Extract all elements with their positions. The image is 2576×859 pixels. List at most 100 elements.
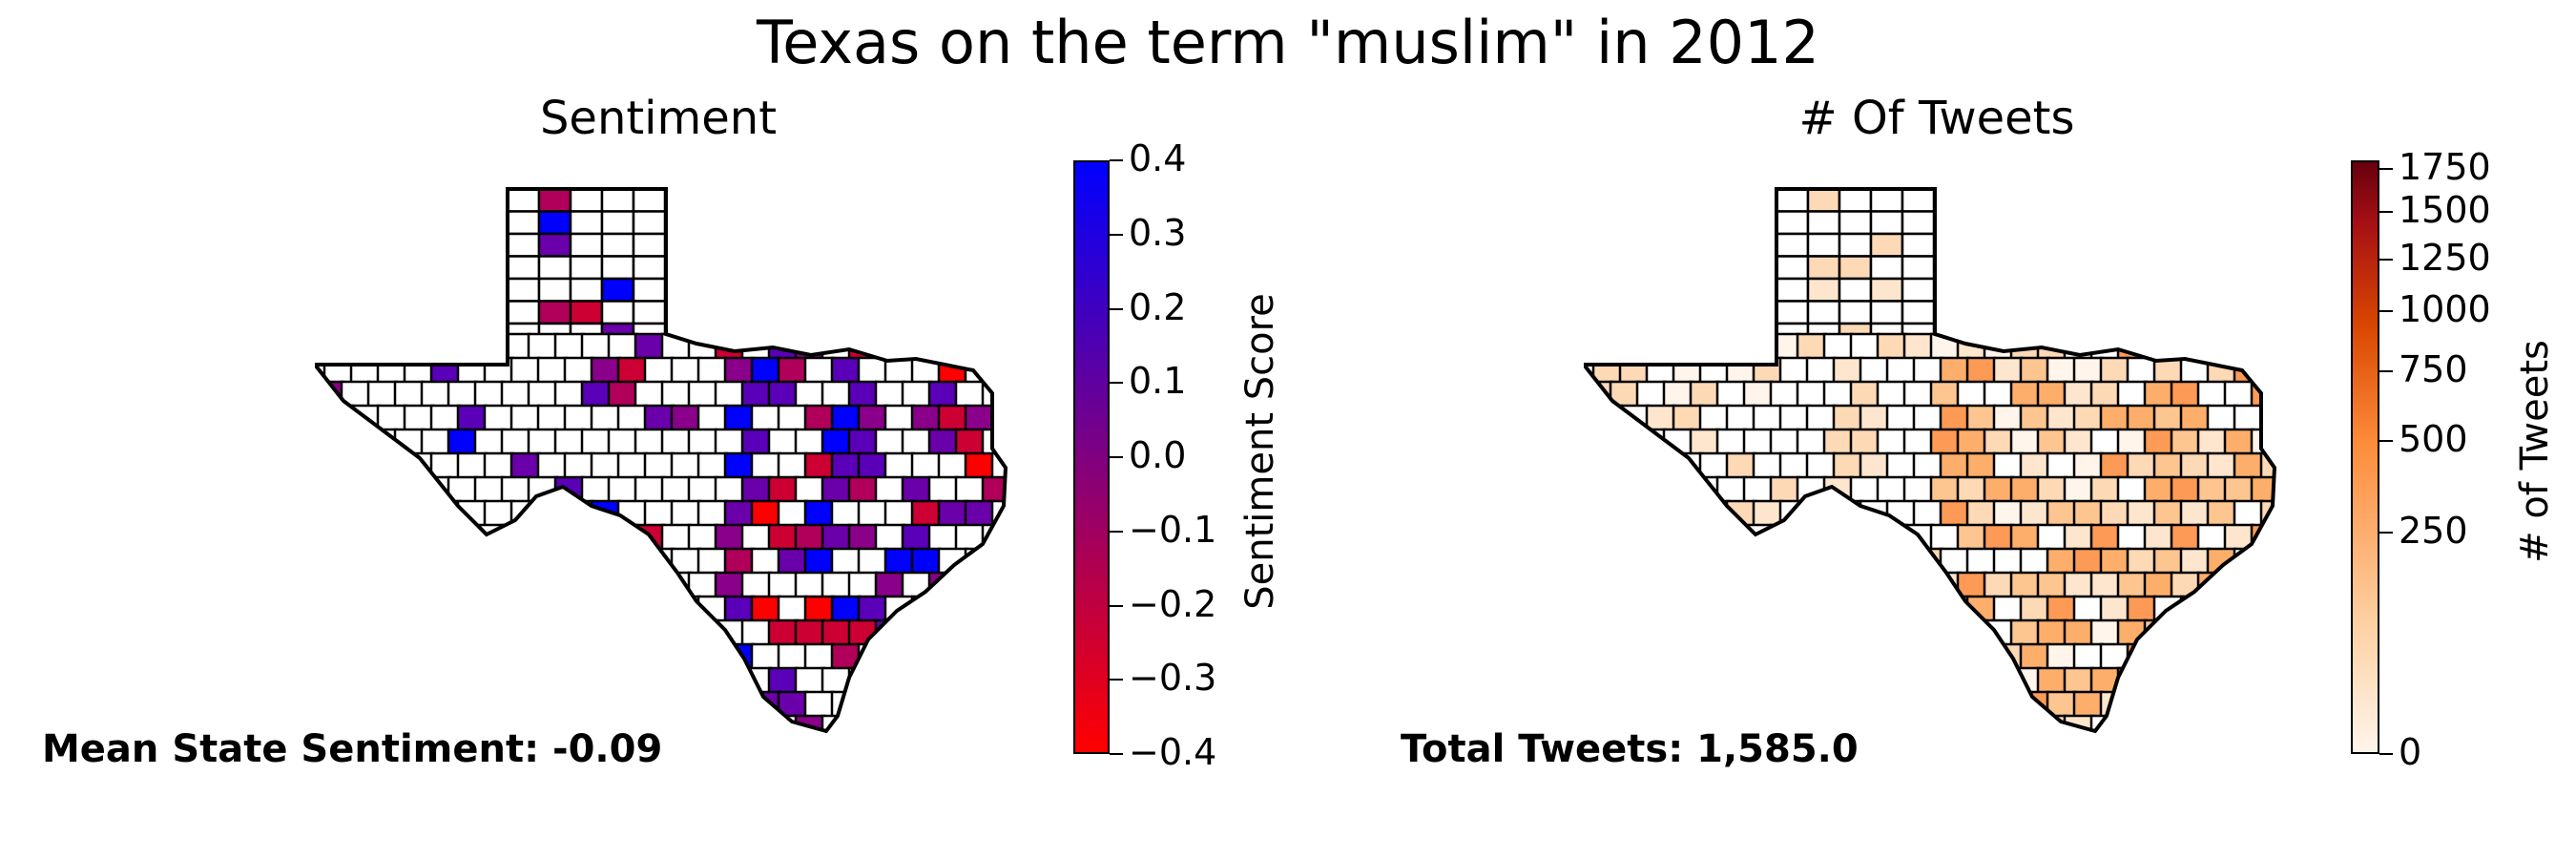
county xyxy=(1769,428,1801,456)
county xyxy=(393,523,426,552)
county xyxy=(1591,404,1624,432)
county xyxy=(990,595,1006,623)
county xyxy=(2250,714,2275,731)
county xyxy=(901,523,933,552)
county xyxy=(1775,255,1810,281)
county xyxy=(569,277,604,303)
county xyxy=(322,499,355,528)
county xyxy=(1822,523,1855,552)
county xyxy=(794,380,826,409)
county xyxy=(1689,380,1721,409)
county xyxy=(553,428,586,456)
county xyxy=(901,428,933,456)
county xyxy=(1778,356,1811,385)
county xyxy=(1715,428,1748,456)
county xyxy=(2196,475,2229,504)
county xyxy=(1769,618,1801,647)
county xyxy=(1849,523,1881,552)
county xyxy=(1796,380,1828,409)
county xyxy=(616,547,649,576)
county xyxy=(509,595,542,623)
county xyxy=(670,404,702,432)
state-outline xyxy=(315,187,1008,734)
county xyxy=(964,404,996,432)
tweets-colorbar-label: # of Tweets xyxy=(2512,340,2557,563)
county xyxy=(1698,595,1731,623)
county xyxy=(1838,189,1873,213)
county xyxy=(506,189,541,213)
county xyxy=(376,595,408,623)
county xyxy=(1838,232,1873,258)
county xyxy=(981,714,1006,731)
county xyxy=(590,356,622,385)
county xyxy=(1838,300,1873,325)
county xyxy=(600,255,635,281)
county xyxy=(632,232,667,258)
colorbar-tick-label: 750 xyxy=(2399,347,2468,390)
county xyxy=(2170,428,2202,456)
county xyxy=(910,404,943,432)
county xyxy=(794,571,826,599)
county xyxy=(2036,666,2068,695)
county xyxy=(2019,547,2051,576)
county xyxy=(1635,618,1668,647)
county xyxy=(2250,332,2275,361)
county xyxy=(634,380,666,409)
county xyxy=(1939,356,1971,385)
county xyxy=(723,690,756,719)
county xyxy=(1672,356,1704,385)
county xyxy=(403,595,435,623)
county xyxy=(927,523,960,552)
county xyxy=(927,475,960,504)
county xyxy=(1806,189,1841,213)
county xyxy=(500,428,532,456)
county xyxy=(1775,277,1810,303)
county xyxy=(2152,499,2185,528)
county xyxy=(1929,523,1962,552)
county xyxy=(954,571,987,599)
county xyxy=(2089,475,2122,504)
county xyxy=(794,666,826,695)
county xyxy=(600,189,635,213)
county xyxy=(1725,356,1757,385)
county xyxy=(964,642,996,671)
county xyxy=(847,523,880,552)
county xyxy=(537,189,572,213)
county xyxy=(1859,451,1891,480)
county xyxy=(1752,451,1784,480)
county xyxy=(2206,595,2238,623)
county xyxy=(767,618,800,647)
county xyxy=(910,595,943,623)
county xyxy=(830,404,862,432)
county xyxy=(376,404,408,432)
county xyxy=(1742,571,1775,599)
county xyxy=(527,571,559,599)
county xyxy=(1885,642,1918,671)
county xyxy=(1591,499,1624,528)
county xyxy=(2223,618,2255,647)
county xyxy=(696,404,729,432)
county xyxy=(1902,714,1935,731)
county xyxy=(777,595,809,623)
county xyxy=(874,428,906,456)
county xyxy=(1876,571,1908,599)
county xyxy=(483,642,515,671)
county xyxy=(1609,332,1641,361)
county xyxy=(777,404,809,432)
county xyxy=(2009,428,2042,456)
county xyxy=(590,451,622,480)
county xyxy=(1869,232,1904,258)
colorbar-tick-label: 1250 xyxy=(2399,236,2491,279)
colorbar-tick-mark xyxy=(1110,753,1123,755)
county xyxy=(2143,332,2175,361)
county xyxy=(2046,451,2078,480)
county xyxy=(429,690,462,719)
county xyxy=(420,332,452,361)
county xyxy=(607,332,639,361)
county xyxy=(660,666,693,695)
county xyxy=(927,666,960,695)
colorbar-tick-label: 1000 xyxy=(2399,288,2491,331)
county xyxy=(1715,332,1748,361)
county xyxy=(660,523,693,552)
county xyxy=(2223,475,2255,504)
